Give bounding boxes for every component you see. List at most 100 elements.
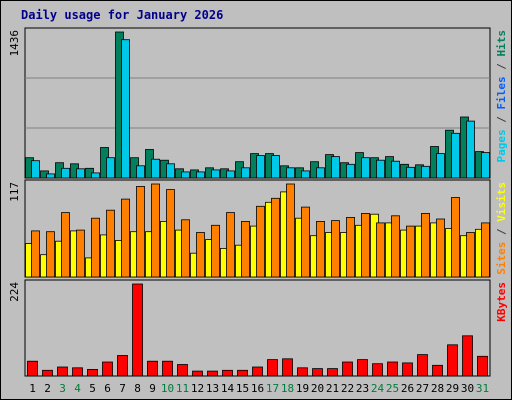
bar-kbytes-day-31 — [477, 355, 488, 377]
x-tick-label-4: 4 — [74, 382, 81, 395]
bar-kbytes-day-28 — [432, 364, 443, 377]
bar-sites-day-13 — [211, 224, 220, 278]
bar-sites-day-20 — [316, 220, 325, 278]
bar-sites-day-2 — [46, 231, 55, 278]
bar-files-day-3 — [61, 167, 70, 179]
x-tick-label-12: 12 — [191, 382, 204, 395]
bar-files-day-17 — [271, 155, 280, 179]
bar-files-day-7 — [121, 39, 130, 179]
x-tick-label-22: 22 — [341, 382, 354, 395]
bar-files-day-29 — [451, 132, 460, 179]
bar-sites-day-28 — [436, 218, 445, 278]
bar-kbytes-day-6 — [102, 361, 113, 377]
x-tick-label-30: 30 — [461, 382, 474, 395]
legend-top: Pages / Files / Hits — [495, 30, 508, 163]
bar-kbytes-day-19 — [297, 367, 308, 377]
legend-item-top-2: Files — [495, 76, 508, 109]
x-tick-label-10: 10 — [161, 382, 174, 395]
chart-title: Daily usage for January 2026 — [21, 8, 224, 22]
bar-sites-day-31 — [481, 222, 490, 278]
bar-kbytes-day-11 — [177, 364, 188, 377]
bar-kbytes-day-24 — [372, 363, 383, 377]
bar-kbytes-day-15 — [237, 369, 248, 377]
bar-files-day-1 — [31, 160, 40, 179]
bar-files-day-16 — [256, 155, 265, 179]
bar-sites-day-19 — [301, 206, 310, 278]
bar-sites-day-9 — [151, 183, 160, 278]
bar-sites-day-5 — [91, 217, 100, 278]
bar-kbytes-day-7 — [117, 355, 128, 377]
bar-files-day-12 — [196, 171, 205, 179]
bar-sites-day-4 — [76, 229, 85, 278]
x-tick-label-6: 6 — [104, 382, 111, 395]
bar-files-day-4 — [76, 168, 85, 179]
bar-kbytes-day-5 — [87, 368, 98, 377]
bar-sites-day-29 — [451, 197, 460, 278]
bar-files-day-30 — [466, 120, 475, 179]
legend-item-top-4: Hits — [495, 30, 508, 57]
bar-sites-day-23 — [361, 212, 370, 278]
bar-sites-day-22 — [346, 216, 355, 278]
bar-kbytes-day-29 — [447, 344, 458, 377]
bar-sites-day-14 — [226, 212, 235, 278]
x-tick-label-2: 2 — [44, 382, 51, 395]
bar-files-day-18 — [286, 167, 295, 179]
bar-files-day-19 — [301, 170, 310, 179]
x-tick-label-25: 25 — [386, 382, 399, 395]
x-tick-label-20: 20 — [311, 382, 324, 395]
bar-sites-day-24 — [376, 222, 385, 278]
bar-files-day-23 — [361, 157, 370, 179]
bar-kbytes-day-23 — [357, 359, 368, 377]
x-tick-label-24: 24 — [371, 382, 385, 395]
bar-files-day-9 — [151, 158, 160, 179]
bar-kbytes-day-4 — [72, 367, 83, 377]
bar-kbytes-day-22 — [342, 361, 353, 377]
bar-sites-day-6 — [106, 209, 115, 278]
bar-files-day-20 — [316, 167, 325, 179]
x-tick-label-18: 18 — [281, 382, 294, 395]
x-tick-label-27: 27 — [416, 382, 429, 395]
bar-kbytes-day-20 — [312, 368, 323, 377]
bar-files-day-27 — [421, 165, 430, 179]
x-tick-label-5: 5 — [89, 382, 96, 395]
bar-kbytes-day-21 — [327, 368, 338, 377]
bar-files-day-22 — [346, 163, 355, 179]
bar-files-day-28 — [436, 153, 445, 179]
bar-sites-day-30 — [466, 232, 475, 278]
bar-sites-day-25 — [391, 215, 400, 278]
bar-kbytes-day-10 — [162, 360, 173, 377]
bar-sites-day-12 — [196, 232, 205, 278]
bar-sites-day-7 — [121, 198, 130, 278]
bar-sites-day-16 — [256, 205, 265, 278]
legend-item-bottom-0: KBytes — [495, 282, 508, 322]
bar-kbytes-day-30 — [462, 335, 473, 377]
legend-item-top-0: Pages — [495, 129, 508, 162]
x-tick-label-14: 14 — [221, 382, 235, 395]
bar-sites-day-15 — [241, 220, 250, 278]
x-tick-label-21: 21 — [326, 382, 339, 395]
bar-files-day-2 — [46, 173, 55, 179]
x-tick-label-1: 1 — [29, 382, 36, 395]
legend-item-middle-1: / — [495, 222, 508, 242]
bar-kbytes-day-26 — [402, 362, 413, 377]
x-tick-label-19: 19 — [296, 382, 309, 395]
bar-files-day-6 — [106, 157, 115, 179]
x-tick-label-16: 16 — [251, 382, 264, 395]
bar-sites-day-27 — [421, 212, 430, 278]
bar-files-day-13 — [211, 169, 220, 179]
bar-kbytes-day-18 — [282, 358, 293, 377]
x-tick-label-15: 15 — [236, 382, 249, 395]
x-tick-label-28: 28 — [431, 382, 444, 395]
bar-kbytes-day-17 — [267, 359, 278, 377]
x-tick-label-8: 8 — [134, 382, 141, 395]
bar-sites-day-3 — [61, 212, 70, 278]
bar-files-day-26 — [406, 166, 415, 179]
bar-files-day-8 — [136, 165, 145, 179]
bar-files-day-24 — [376, 159, 385, 179]
bar-files-day-21 — [331, 156, 340, 179]
bar-sites-day-1 — [31, 230, 40, 278]
bar-files-day-31 — [481, 152, 490, 179]
x-tick-label-17: 17 — [266, 382, 279, 395]
panel-bottom — [24, 279, 491, 377]
